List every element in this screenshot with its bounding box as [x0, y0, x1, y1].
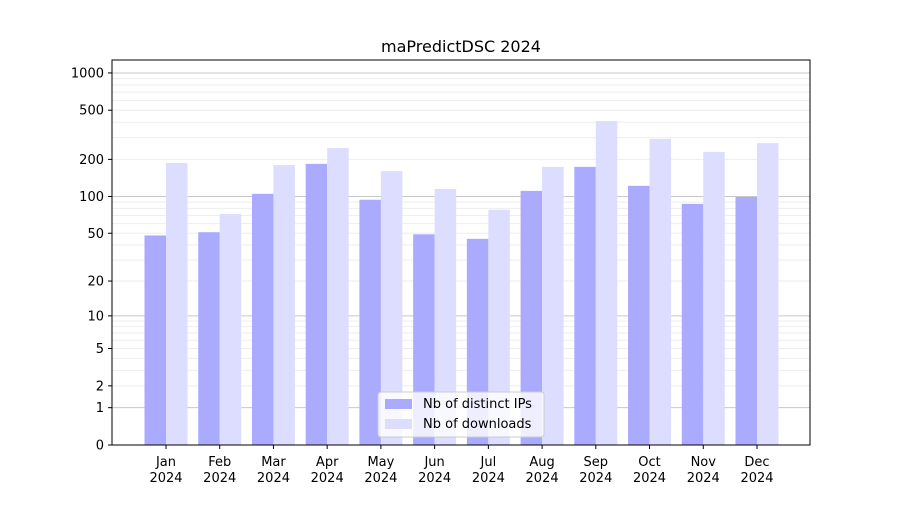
bar-ips	[628, 185, 650, 446]
bar-downloads	[488, 209, 510, 445]
bar-ips	[198, 232, 220, 445]
x-tick-label: 2024	[418, 471, 451, 486]
bar-downloads	[542, 166, 564, 445]
y-tick-label: 20	[87, 275, 104, 290]
y-tick-label: 10	[87, 309, 104, 324]
legend-swatch	[385, 419, 412, 429]
bar-ips	[251, 193, 274, 445]
y-tick-label: 1000	[71, 66, 104, 81]
y-tick-label: 2	[96, 379, 104, 394]
y-tick-label: 50	[87, 227, 104, 242]
x-tick-label: Mar	[261, 455, 286, 470]
x-tick-label: Apr	[316, 455, 339, 470]
y-tick-label: 5	[96, 342, 104, 357]
bar-ips	[359, 199, 381, 445]
bar-downloads	[219, 213, 242, 445]
x-tick-label: 2024	[257, 471, 290, 486]
bar-downloads	[327, 148, 349, 445]
bar-ips	[144, 235, 166, 445]
x-tick-label: 2024	[149, 471, 182, 486]
x-tick-label: 2024	[526, 471, 559, 486]
x-tick-label: Jun	[423, 455, 444, 470]
bar-ips	[305, 163, 328, 445]
bar-downloads	[434, 189, 457, 445]
y-tick-label: 0	[96, 439, 104, 454]
bar-downloads	[649, 138, 672, 445]
bar-ips	[735, 197, 757, 445]
y-tick-label: 500	[79, 104, 104, 119]
x-tick-label: Sep	[584, 455, 609, 470]
bar-downloads	[273, 165, 295, 445]
x-tick-label: 2024	[203, 471, 236, 486]
x-tick-label: Nov	[691, 455, 717, 470]
legend: Nb of distinct IPs Nb of downloads	[377, 391, 545, 438]
bar-downloads	[380, 171, 403, 445]
bar-downloads	[166, 163, 188, 445]
y-tick-label: 200	[79, 153, 104, 168]
bar-downloads	[703, 151, 725, 445]
bar-ips	[681, 203, 704, 445]
legend-label: Nb of downloads	[423, 417, 532, 432]
x-tick-label: 2024	[579, 471, 612, 486]
x-tick-label: Oct	[638, 455, 660, 470]
bar-ips	[520, 190, 543, 445]
bar-downloads	[595, 121, 618, 445]
x-tick-label: Aug	[529, 455, 554, 470]
x-tick-label: 2024	[472, 471, 505, 486]
legend-swatch	[385, 399, 412, 409]
x-tick-label: Feb	[208, 455, 231, 470]
x-tick-label: May	[367, 455, 394, 470]
x-tick-label: 2024	[740, 471, 773, 486]
x-tick-label: Jul	[480, 455, 497, 470]
axes-frame	[111, 59, 811, 446]
legend-label: Nb of distinct IPs	[423, 397, 532, 412]
x-tick-label: Dec	[744, 455, 769, 470]
bar-ips	[574, 166, 596, 445]
x-tick-label: 2024	[633, 471, 666, 486]
x-tick-label: 2024	[364, 471, 397, 486]
x-tick-label: Jan	[155, 455, 176, 470]
x-tick-label: 2024	[687, 471, 720, 486]
chart-title: maPredictDSC 2024	[381, 37, 541, 56]
legend-box	[377, 391, 545, 438]
x-tick-label: 2024	[311, 471, 344, 486]
y-tick-label: 1	[96, 401, 104, 416]
bar-downloads	[757, 143, 779, 445]
y-tick-label: 100	[79, 190, 104, 205]
